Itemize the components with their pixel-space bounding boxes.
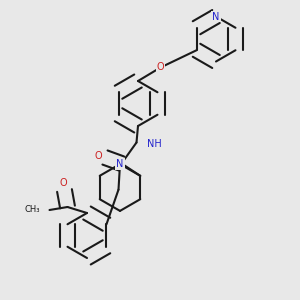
Text: N: N [212,11,220,22]
Text: NH: NH [147,139,162,149]
Text: O: O [59,178,67,188]
Text: N: N [116,159,124,169]
Text: O: O [94,151,102,161]
Text: CH₃: CH₃ [25,206,40,214]
Text: O: O [157,62,164,73]
